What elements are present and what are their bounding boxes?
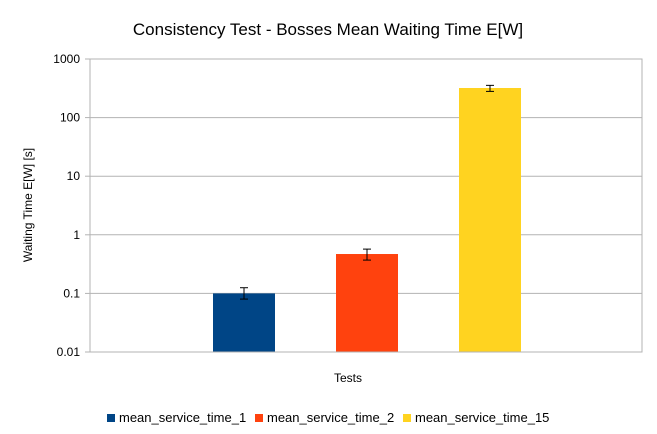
y-tick-label: 10 [67, 169, 81, 183]
y-tick-label: 0.01 [57, 345, 81, 359]
plot-area [89, 58, 643, 353]
y-axis-label: Waiting Time E[W] [s] [21, 148, 35, 262]
legend-label: mean_service_time_1 [119, 410, 246, 425]
bar-mean-service-time-15 [459, 87, 521, 352]
y-tick-label: 1 [73, 228, 80, 242]
bar-mean-service-time-1 [213, 293, 275, 352]
chart-title: Consistency Test - Bosses Mean Waiting T… [133, 20, 523, 39]
y-tick-label: 100 [60, 111, 80, 125]
bar-mean-service-time-2 [336, 254, 398, 352]
x-axis-label: Tests [334, 371, 362, 385]
legend-swatch [107, 414, 115, 422]
y-tick-label: 0.1 [63, 286, 80, 300]
y-tick-label: 1000 [53, 52, 80, 66]
legend-label: mean_service_time_2 [267, 410, 394, 425]
bars [213, 87, 521, 352]
error-bars [240, 84, 494, 300]
y-axis-ticks: 0.01 0.1 1 10 100 1000 [53, 52, 90, 359]
legend-swatch [255, 414, 263, 422]
legend: mean_service_time_1 mean_service_time_2 me… [107, 410, 549, 425]
legend-label: mean_service_time_15 [415, 410, 549, 425]
legend-swatch [403, 414, 411, 422]
